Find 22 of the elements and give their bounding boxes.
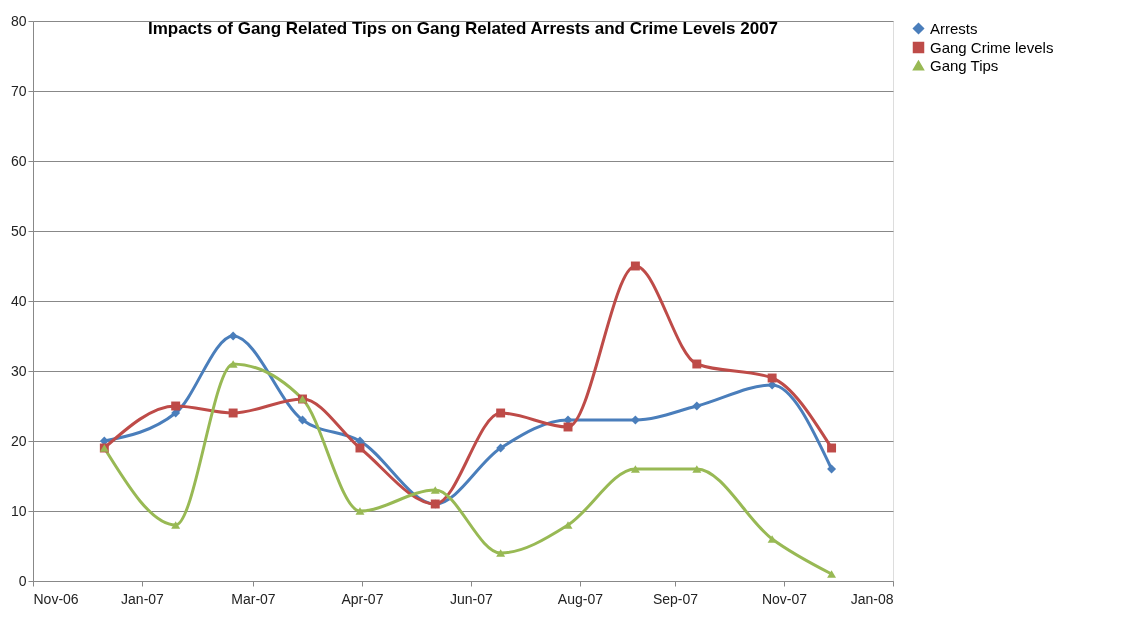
y-tick-label: 60	[10, 152, 27, 169]
y-tick-label: 40	[10, 292, 27, 309]
y-tick-label: 30	[10, 362, 27, 379]
y-tick-label: 50	[10, 222, 27, 239]
legend-label: Arrests	[930, 19, 978, 37]
y-tick-label: 80	[10, 12, 27, 29]
x-tick-label: Nov-07	[761, 590, 808, 607]
x-tick-label: Jun-07	[450, 590, 494, 607]
x-tick-label: Apr-07	[341, 590, 384, 607]
x-tick-label: Mar-07	[231, 590, 276, 607]
legend-label: Gang Crime levels	[930, 38, 1054, 56]
legend-label: Gang Tips	[930, 56, 999, 74]
y-tick-label: 0	[18, 572, 27, 589]
y-tick-label: 70	[10, 82, 27, 99]
x-tick-label: Aug-07	[557, 590, 604, 607]
x-tick-label: Jan-07	[121, 590, 165, 607]
x-tick-label: Sep-07	[652, 590, 699, 607]
x-tick-label: Jan-08	[850, 590, 894, 607]
chart-title: Impacts of Gang Related Tips on Gang Related Arrests and Crime Levels 2007	[147, 19, 779, 38]
y-tick-label: 20	[10, 432, 27, 449]
y-tick-label: 10	[10, 502, 27, 519]
x-tick-label: Nov-06	[33, 590, 79, 607]
